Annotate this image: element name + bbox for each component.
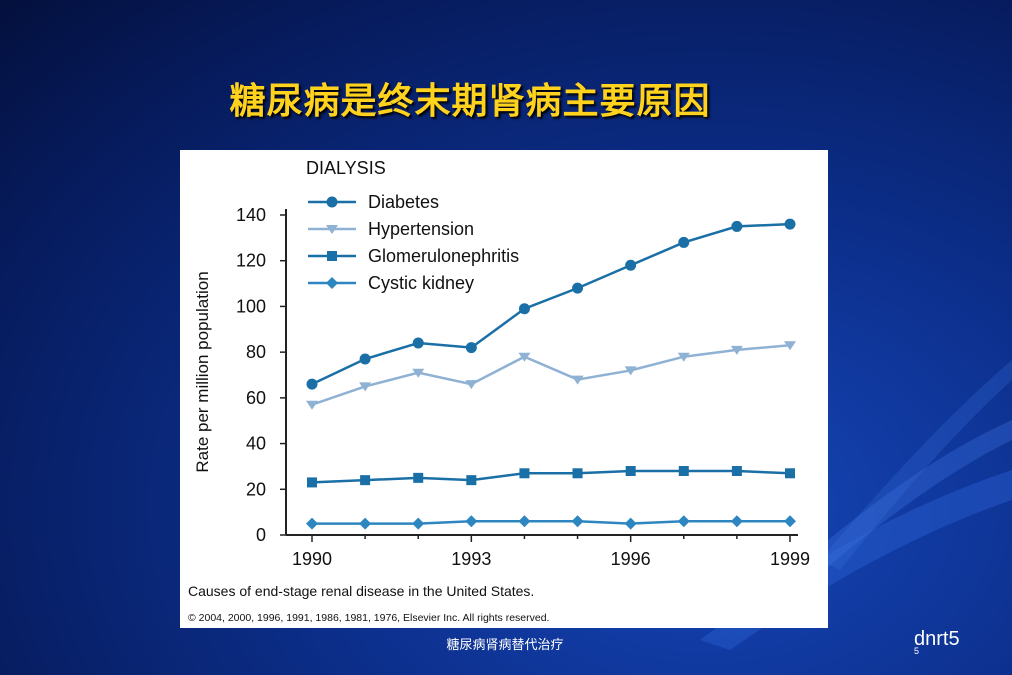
chart-copyright: © 2004, 2000, 1996, 1991, 1986, 1981, 19… <box>188 612 549 624</box>
data-point <box>465 515 478 528</box>
y-tick-label: 120 <box>236 251 266 271</box>
series-line-hypertension <box>311 344 791 406</box>
data-point <box>784 515 796 528</box>
data-point <box>465 342 477 354</box>
x-tick-label: 1990 <box>292 549 332 569</box>
legend-label: Cystic kidney <box>368 273 474 293</box>
footer-label: dnrt5 <box>914 628 960 650</box>
data-point <box>784 218 796 230</box>
data-point <box>518 303 530 315</box>
legend-marker <box>326 196 338 208</box>
x-tick-label: 1993 <box>451 549 491 569</box>
data-point <box>465 380 478 390</box>
data-point <box>677 515 690 528</box>
data-point <box>730 515 743 528</box>
data-point <box>624 366 637 376</box>
footer-text: 糖尿病肾病替代治疗 <box>446 638 564 653</box>
data-point <box>518 515 531 528</box>
series-line-diabetes <box>311 222 791 386</box>
data-point <box>571 515 584 528</box>
data-point <box>625 466 636 476</box>
data-point <box>412 337 424 349</box>
data-point <box>731 220 743 232</box>
y-tick-label: 40 <box>246 434 266 454</box>
data-point <box>678 466 689 476</box>
y-tick-label: 140 <box>236 205 266 225</box>
dialysis-line-chart: DIALYSIS Rate per million population Cau… <box>188 158 810 624</box>
data-point <box>572 468 583 479</box>
data-point <box>624 517 637 530</box>
series-line-cystic-kidney <box>312 520 790 525</box>
chart-caption: Causes of end-stage renal disease in the… <box>188 583 534 599</box>
legend-label: Hypertension <box>368 219 474 239</box>
legend-marker <box>326 225 338 234</box>
data-point <box>730 345 743 355</box>
data-point <box>412 517 425 530</box>
data-point <box>572 282 584 294</box>
chart-panel: DIALYSIS Rate per million population Cau… <box>180 150 828 628</box>
data-point <box>571 375 584 385</box>
legend-marker <box>326 277 338 289</box>
data-point <box>359 517 372 530</box>
slide-title: 糖尿病是终末期肾病主要原因 <box>229 81 711 122</box>
data-point <box>412 368 425 378</box>
data-point <box>360 475 371 486</box>
data-point <box>519 468 530 479</box>
y-tick-label: 100 <box>236 296 266 316</box>
legend-marker <box>327 251 337 261</box>
y-tick-label: 80 <box>246 342 266 362</box>
y-tick-label: 20 <box>246 479 266 499</box>
legend-label: Diabetes <box>368 192 439 212</box>
data-point <box>306 517 318 530</box>
data-point <box>625 259 637 271</box>
page-number: 5 <box>914 646 920 656</box>
data-point <box>306 378 318 390</box>
data-point <box>677 352 690 362</box>
data-point <box>518 352 531 362</box>
data-point <box>413 472 424 483</box>
x-tick-label: 1996 <box>611 549 651 569</box>
data-point <box>359 353 371 365</box>
data-point <box>785 468 795 479</box>
data-point <box>306 400 318 410</box>
data-point <box>359 382 372 392</box>
data-point <box>784 341 796 351</box>
y-tick-label: 0 <box>256 525 266 545</box>
chart-title: DIALYSIS <box>306 158 386 178</box>
data-point <box>678 236 690 248</box>
legend-label: Glomerulonephritis <box>368 246 519 266</box>
series-line-glomerulonephritis <box>311 469 791 484</box>
y-axis-label: Rate per million population <box>193 271 212 472</box>
data-point <box>466 475 477 486</box>
y-tick-label: 60 <box>246 388 266 408</box>
data-point <box>307 477 317 488</box>
x-tick-label: 1999 <box>770 549 810 569</box>
data-point <box>731 466 742 476</box>
